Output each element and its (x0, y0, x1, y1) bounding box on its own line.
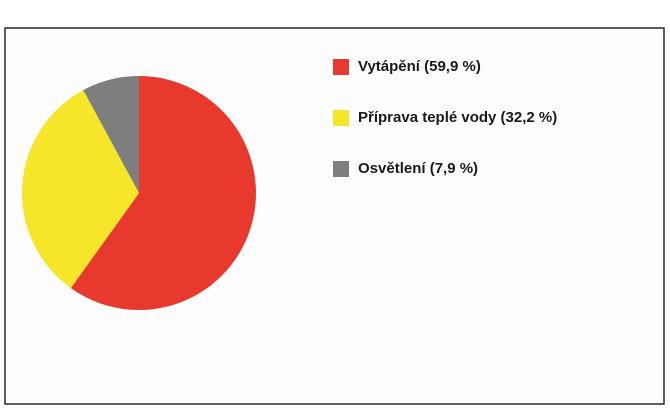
legend-label: Osvětlení (7,9 %) (358, 160, 478, 177)
legend-swatch (333, 161, 349, 177)
legend-label: Příprava teplé vody (32,2 %) (358, 109, 557, 126)
pie-slice (70, 76, 256, 310)
pie-slice (21, 90, 139, 289)
pie-slice (83, 76, 139, 193)
legend-swatch (333, 110, 349, 126)
legend-label: Vytápění (59,9 %) (358, 58, 481, 75)
legend-swatch (333, 59, 349, 75)
